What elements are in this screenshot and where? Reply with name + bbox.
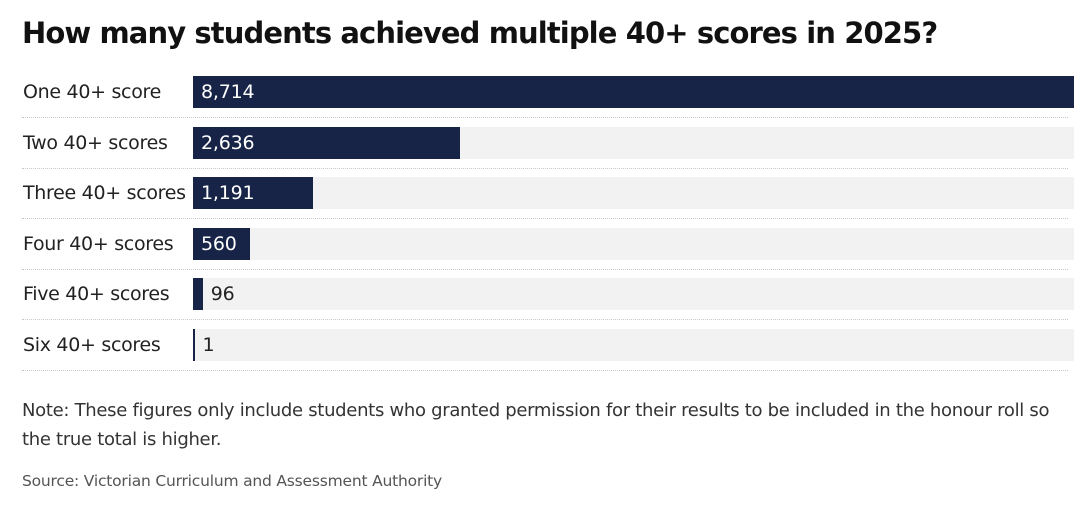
row-divider bbox=[22, 218, 1068, 220]
bar-value-label: 8,714 bbox=[201, 81, 255, 103]
bar-track: 2,636 bbox=[193, 126, 1074, 159]
bar-row: One 40+ score 8,714 bbox=[0, 68, 1074, 118]
row-divider bbox=[22, 117, 1068, 118]
bar-row: Four 40+ scores 560 bbox=[0, 220, 1074, 270]
category-label: Two 40+ scores bbox=[23, 131, 168, 154]
bar bbox=[193, 177, 314, 210]
category-label: Three 40+ scores bbox=[23, 182, 186, 205]
bar-row: Six 40+ scores 1 bbox=[0, 321, 1074, 371]
row-divider bbox=[22, 370, 1068, 371]
category-label: One 40+ score bbox=[23, 81, 162, 103]
bar-value-label: 2,636 bbox=[201, 131, 255, 154]
bar bbox=[193, 76, 1074, 108]
category-label: Four 40+ scores bbox=[23, 232, 174, 255]
bar bbox=[193, 126, 460, 159]
bar-track: 1,191 bbox=[193, 177, 1074, 210]
bar bbox=[193, 278, 203, 311]
category-label: Six 40+ scores bbox=[23, 334, 161, 356]
bar-chart: One 40+ score 8,714 Two 40+ scores 2,636 Thr… bbox=[0, 68, 1080, 371]
row-divider bbox=[22, 319, 1068, 321]
chart-title: How many students achieved multiple 40+ … bbox=[22, 16, 938, 50]
bar-value-label: 1,191 bbox=[201, 182, 255, 205]
bar-value-label: 1 bbox=[202, 334, 215, 356]
bar bbox=[193, 227, 250, 260]
chart-note: Note: These figures only include student… bbox=[22, 400, 1050, 450]
bar-track: 560 bbox=[193, 227, 1074, 260]
bar-track: 8,714 bbox=[193, 76, 1074, 108]
bar-row: Two 40+ scores 2,636 bbox=[0, 119, 1074, 169]
bar-track: 1 bbox=[193, 329, 1074, 361]
bar-row: Three 40+ scores 1,191 bbox=[0, 169, 1074, 220]
bar-value-label: 96 bbox=[210, 283, 235, 306]
row-divider bbox=[22, 167, 1068, 169]
category-label: Five 40+ scores bbox=[23, 283, 170, 306]
bar-row: Five 40+ scores 96 bbox=[0, 270, 1074, 321]
bar-value-label: 560 bbox=[201, 232, 237, 255]
chart-source: Source: Victorian Curriculum and Assessm… bbox=[22, 472, 443, 490]
row-divider bbox=[22, 268, 1068, 270]
bar bbox=[193, 329, 195, 361]
bar-track: 96 bbox=[193, 278, 1074, 311]
